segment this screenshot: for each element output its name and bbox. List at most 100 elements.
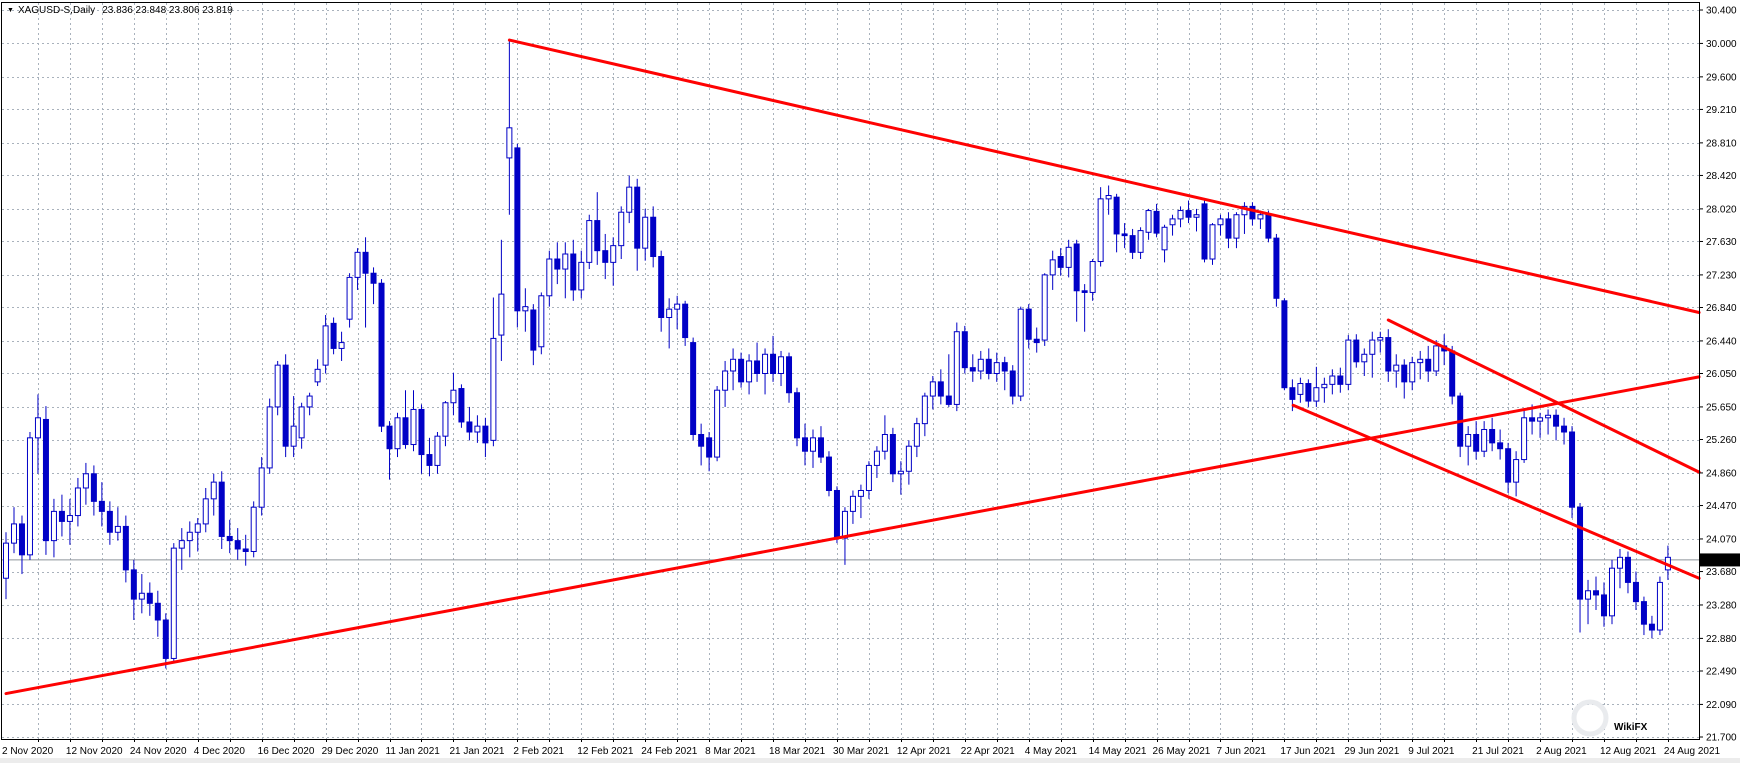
candle: [1521, 409, 1528, 463]
candle: [674, 295, 681, 330]
candle: [953, 322, 960, 412]
candle: [554, 242, 561, 285]
date-axis-label: 24 Aug 2021: [1664, 746, 1721, 757]
candle: [418, 404, 425, 474]
price-axis[interactable]: 30.400 30.000 29.600 29.210 28.810 28.420 28.0…: [1699, 6, 1737, 744]
current-price-tag-label: 23.819: [1704, 555, 1735, 566]
candle: [562, 242, 569, 299]
candle: [1385, 329, 1392, 382]
candle: [1409, 356, 1416, 391]
trendline-descending-resistance-major[interactable]: [507, 38, 1701, 314]
date-axis-label: 12 Feb 2021: [577, 746, 634, 757]
price-axis-label: 24.070: [1706, 534, 1737, 545]
price-axis-label: 30.400: [1706, 6, 1737, 17]
candle: [1129, 228, 1136, 260]
candle: [897, 461, 904, 495]
candle: [1369, 331, 1376, 378]
price-axis-label: 24.470: [1706, 501, 1737, 512]
candle: [1049, 250, 1056, 290]
price-axis-label: 24.860: [1706, 468, 1737, 479]
candle: [1169, 214, 1176, 236]
candle: [1553, 409, 1560, 441]
trendline-descending-channel-upper[interactable]: [1386, 318, 1701, 474]
price-axis-label: 25.650: [1706, 402, 1737, 413]
candle: [514, 143, 521, 328]
price-axis-label: 23.680: [1706, 567, 1737, 578]
candle: [322, 315, 329, 374]
watermark-circle-logo-icon: [1571, 699, 1609, 737]
candle: [809, 429, 816, 468]
plot-border: [1, 2, 1700, 740]
price-axis-label: 25.260: [1706, 435, 1737, 446]
candle: [698, 423, 705, 466]
price-axis-label: 22.090: [1706, 700, 1737, 711]
candle: [570, 239, 577, 301]
candle: [594, 192, 601, 265]
price-axis-label: 22.880: [1706, 634, 1737, 645]
candle: [10, 507, 17, 554]
candle: [498, 239, 505, 361]
candle: [1425, 345, 1432, 382]
candle: [1593, 576, 1600, 610]
candle: [762, 348, 769, 395]
candle: [202, 487, 209, 533]
date-axis-label: 21 Jan 2021: [449, 746, 504, 757]
candle: [1321, 377, 1328, 403]
candle: [146, 582, 153, 616]
trendline-ascending-support-major[interactable]: [4, 375, 1701, 696]
candle: [881, 415, 888, 460]
candle: [1505, 442, 1512, 493]
trendline-descending-channel-lower[interactable]: [1291, 403, 1701, 580]
candle: [1377, 331, 1384, 353]
candle: [714, 386, 721, 462]
price-axis-label: 21.700: [1706, 732, 1737, 743]
candle: [546, 250, 553, 307]
candle: [642, 208, 649, 261]
chart-symbol-title: ▼ XAGUSD-S,Daily 23.836 23.848 23.806 23…: [7, 5, 233, 16]
candle: [1449, 345, 1456, 405]
symbol-timeframe-label: XAGUSD-S,Daily: [17, 5, 96, 16]
price-axis-label: 27.230: [1706, 270, 1737, 281]
date-axis-label: 18 Mar 2021: [769, 746, 826, 757]
candle: [1041, 273, 1048, 346]
candle: [602, 233, 609, 280]
candle: [394, 412, 401, 458]
candle: [1656, 576, 1663, 636]
candle: [34, 394, 41, 474]
candle: [3, 532, 9, 600]
candle: [690, 337, 697, 441]
candle: [194, 518, 201, 552]
candle: [1001, 356, 1008, 391]
candle: [1393, 354, 1400, 388]
candle: [825, 451, 832, 497]
candle: [1281, 298, 1288, 391]
candle: [410, 390, 417, 452]
candle: [1073, 239, 1080, 322]
candle: [474, 415, 481, 443]
candle: [114, 507, 121, 541]
candle: [794, 387, 801, 447]
candle: [937, 369, 944, 405]
date-axis-label: 7 Jun 2021: [1216, 746, 1266, 757]
candle: [18, 515, 25, 575]
candle: [1640, 596, 1647, 636]
candle: [378, 279, 385, 432]
date-axis-label: 14 May 2021: [1089, 746, 1147, 757]
candle: [1297, 377, 1304, 403]
candle: [1608, 559, 1615, 625]
candle: [1313, 366, 1320, 407]
date-axis[interactable]: 2 Nov 2020 12 Nov 2020 24 Nov 2020 4 Dec 20…: [2, 739, 1721, 757]
candle: [993, 352, 1000, 382]
candle: [682, 300, 689, 346]
candle: [1097, 187, 1104, 267]
candle: [1273, 233, 1280, 307]
price-axis-label: 28.420: [1706, 171, 1737, 182]
ohlc-values-label: 23.836 23.848 23.806 23.819: [102, 5, 233, 16]
price-axis-label: 28.810: [1706, 138, 1737, 149]
candle: [1193, 208, 1200, 232]
candle: [817, 426, 824, 463]
price-axis-label: 26.050: [1706, 369, 1737, 380]
candle: [274, 360, 281, 416]
